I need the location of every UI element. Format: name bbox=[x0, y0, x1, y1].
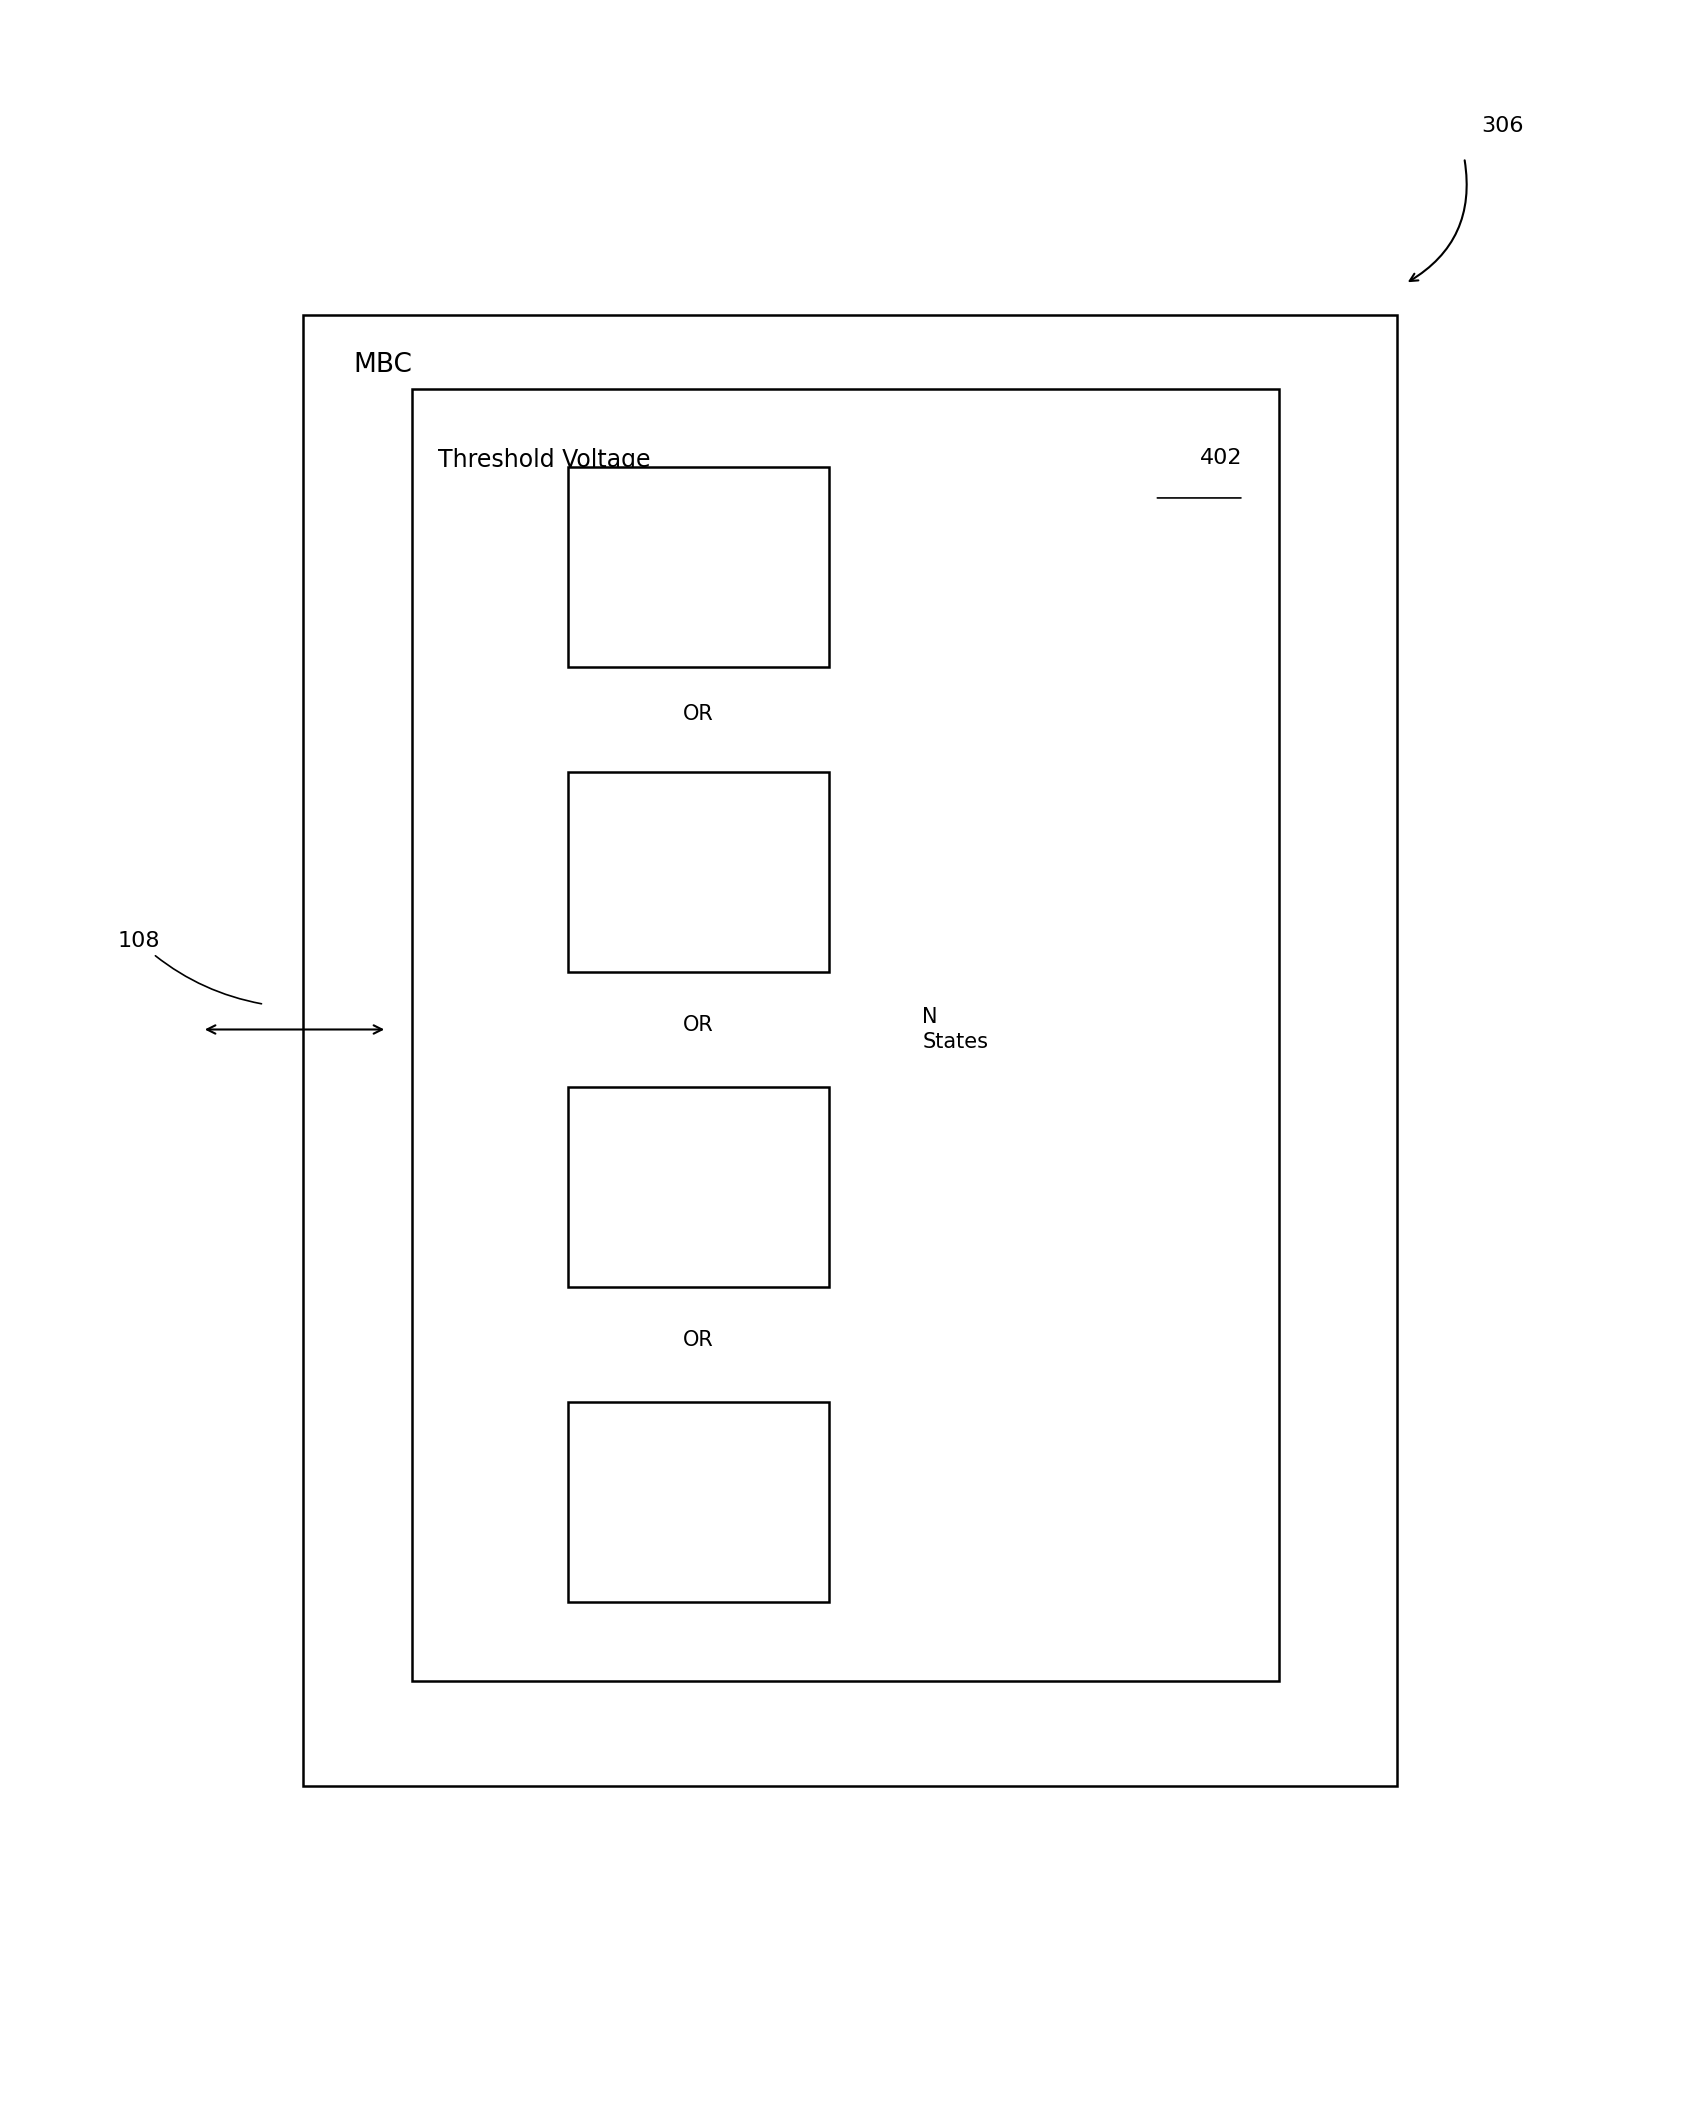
FancyBboxPatch shape bbox=[412, 389, 1278, 1681]
Text: 402: 402 bbox=[1199, 448, 1241, 469]
Text: MBC: MBC bbox=[353, 353, 412, 378]
Text: 410: 410 bbox=[674, 603, 722, 624]
Text: Threshold Voltage: Threshold Voltage bbox=[437, 448, 649, 471]
FancyBboxPatch shape bbox=[303, 315, 1396, 1786]
Text: 408: 408 bbox=[674, 908, 722, 929]
FancyBboxPatch shape bbox=[567, 773, 828, 971]
Text: State 3: State 3 bbox=[653, 824, 743, 845]
Text: 108: 108 bbox=[118, 931, 261, 1004]
FancyBboxPatch shape bbox=[567, 1403, 828, 1603]
Text: OR: OR bbox=[683, 704, 713, 725]
Text: State 1: State 1 bbox=[653, 1454, 743, 1475]
Text: N
States: N States bbox=[922, 1006, 987, 1053]
Text: 406: 406 bbox=[674, 1223, 722, 1244]
Text: State 2: State 2 bbox=[653, 1139, 743, 1160]
Text: OR: OR bbox=[683, 1330, 713, 1351]
Text: State 4: State 4 bbox=[653, 519, 743, 540]
Text: OR: OR bbox=[683, 1015, 713, 1036]
Text: 404: 404 bbox=[674, 1538, 722, 1559]
FancyBboxPatch shape bbox=[567, 1088, 828, 1286]
Text: 306: 306 bbox=[1480, 116, 1522, 137]
FancyBboxPatch shape bbox=[567, 469, 828, 668]
